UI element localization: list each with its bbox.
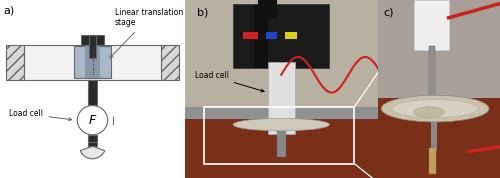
Bar: [431, 112, 437, 151]
Ellipse shape: [233, 118, 330, 131]
Bar: [254, 5, 268, 68]
Bar: [185, 107, 378, 119]
Text: c): c): [384, 7, 394, 17]
Bar: [6, 44, 24, 80]
Bar: [88, 80, 96, 105]
Bar: [429, 148, 436, 174]
Text: a): a): [4, 5, 15, 15]
Bar: [243, 32, 258, 39]
Bar: [161, 44, 180, 80]
Bar: [74, 46, 111, 78]
Text: Load cell: Load cell: [194, 71, 264, 92]
Text: b): b): [196, 7, 208, 17]
Bar: [88, 142, 97, 146]
Bar: [204, 107, 354, 164]
Bar: [89, 35, 96, 58]
Wedge shape: [80, 146, 104, 159]
Bar: [429, 46, 435, 110]
Bar: [378, 0, 500, 98]
Bar: [258, 0, 278, 18]
Circle shape: [78, 106, 108, 135]
Text: F: F: [89, 114, 96, 127]
Bar: [185, 0, 378, 110]
Text: Linear translation
stage: Linear translation stage: [110, 8, 183, 58]
Bar: [88, 135, 96, 142]
Ellipse shape: [392, 100, 478, 117]
Ellipse shape: [414, 107, 444, 117]
Text: Load cell: Load cell: [9, 109, 72, 121]
Bar: [24, 44, 161, 80]
Bar: [268, 62, 294, 134]
Bar: [424, 107, 440, 116]
Bar: [276, 130, 286, 157]
Bar: [285, 32, 296, 39]
Bar: [414, 0, 448, 50]
Bar: [266, 32, 278, 39]
Bar: [85, 46, 100, 78]
Ellipse shape: [381, 95, 489, 122]
Bar: [82, 35, 104, 44]
Bar: [233, 4, 330, 68]
